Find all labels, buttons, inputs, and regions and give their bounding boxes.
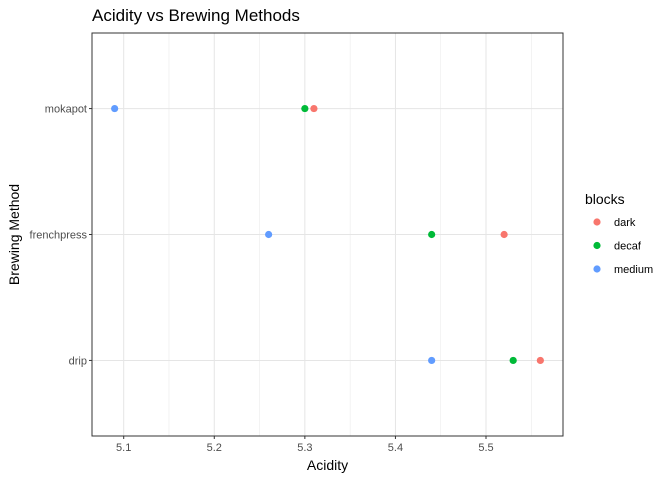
- legend-label-dark: dark: [614, 217, 636, 229]
- y-tick-label: mokapot: [45, 104, 87, 116]
- y-tick-label: drip: [69, 355, 87, 367]
- data-point-medium: [111, 104, 119, 113]
- legend-key-dark: [593, 218, 601, 226]
- y-axis-ticks: drip frenchpress mokapot: [30, 104, 92, 367]
- y-axis-title: Brewing Method: [6, 184, 22, 285]
- x-axis-title: Acidity: [307, 457, 348, 473]
- data-point-medium: [265, 230, 273, 239]
- legend-key-decaf: [593, 241, 601, 250]
- data-point-medium: [428, 356, 436, 365]
- data-point-decaf: [428, 230, 436, 239]
- legend-items: dark decaf medium: [593, 217, 653, 276]
- data-point-dark: [536, 356, 544, 365]
- x-tick-label: 5.1: [116, 442, 131, 454]
- legend-title: blocks: [585, 191, 625, 207]
- data-points: [111, 104, 544, 365]
- legend: blocks dark decaf medium: [585, 191, 653, 276]
- y-tick-label: frenchpress: [30, 230, 88, 242]
- data-point-decaf: [301, 104, 309, 113]
- major-gridlines: [92, 33, 563, 436]
- legend-key-medium: [593, 265, 601, 273]
- chart-title: Acidity vs Brewing Methods: [92, 6, 300, 25]
- data-point-decaf: [509, 356, 517, 365]
- x-tick-label: 5.5: [478, 442, 493, 454]
- x-axis-ticks: 5.1 5.2 5.3 5.4 5.5: [116, 436, 494, 454]
- legend-label-decaf: decaf: [614, 241, 642, 253]
- x-tick-label: 5.2: [207, 442, 222, 454]
- data-point-dark: [310, 104, 318, 113]
- data-point-dark: [500, 230, 508, 239]
- x-tick-label: 5.3: [297, 442, 312, 454]
- legend-label-medium: medium: [614, 264, 653, 276]
- x-tick-label: 5.4: [388, 442, 403, 454]
